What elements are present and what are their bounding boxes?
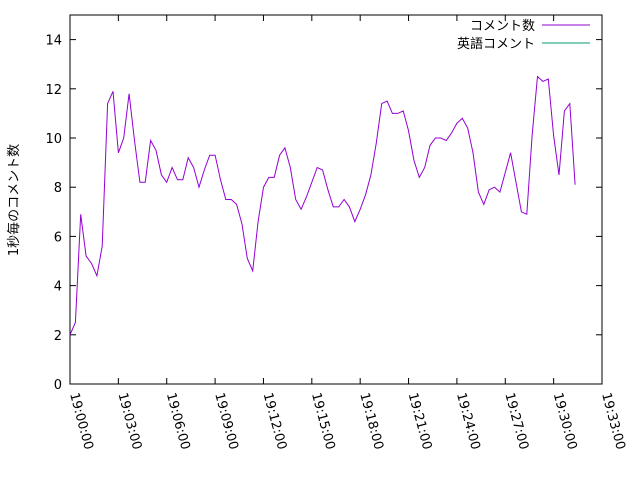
series-layer [69,75,576,336]
y-tick-label: 2 [54,329,62,344]
y-axis-label: 1秒毎のコメント数 [6,144,22,256]
legend-label-2: 英語コメント [457,36,535,52]
legend-label-1: コメント数 [470,19,535,34]
y-tick-label: 12 [45,83,62,98]
series-line-1 [69,75,576,336]
y-tick-label: 0 [54,378,62,393]
plot-border [69,14,603,385]
y-tick-label: 8 [54,181,62,196]
y-tick-label: 4 [54,280,62,295]
y-axis: 0 2 4 6 8 10 12 14 [45,34,602,393]
y-tick-label: 6 [54,230,62,245]
plot-frame [69,14,603,385]
y-tick-label: 10 [45,132,62,147]
y-tick-label: 14 [45,34,62,49]
